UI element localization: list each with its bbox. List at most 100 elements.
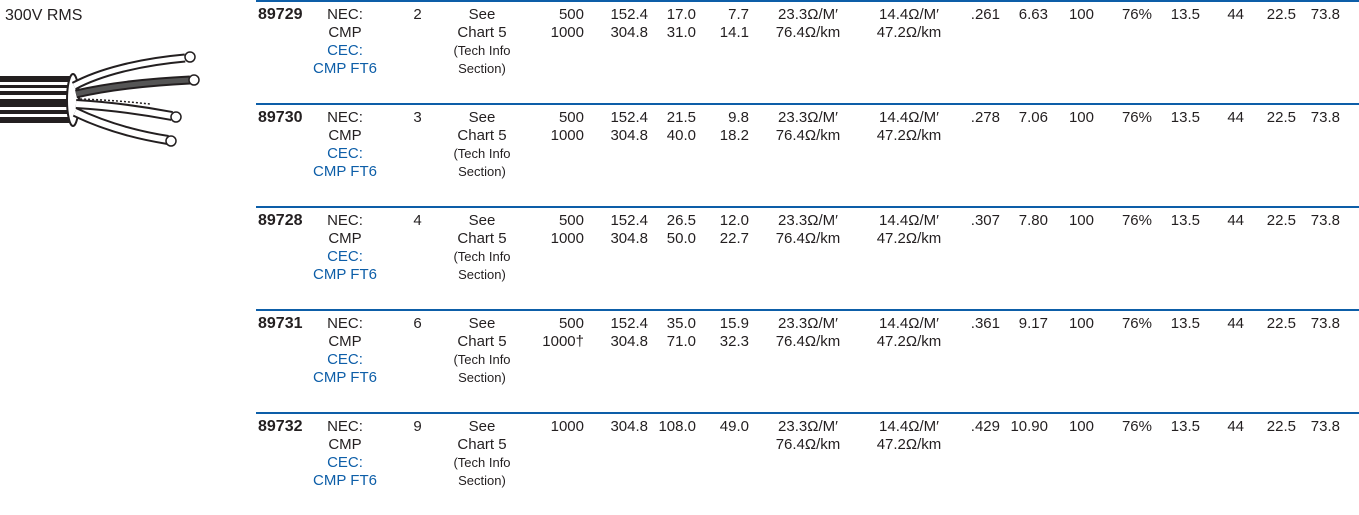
weight-lb-cell: 108.0 bbox=[650, 418, 696, 436]
length-ft: 500 bbox=[558, 212, 584, 229]
shield-line: Chart 5 bbox=[457, 127, 507, 144]
length-m: 152.4 bbox=[610, 6, 648, 23]
row-divider bbox=[256, 0, 1359, 2]
nec-label: NEC: bbox=[327, 418, 363, 435]
dcr-cell: 23.3Ω/M′ 76.4Ω/km bbox=[762, 315, 854, 351]
length-m: 152.4 bbox=[610, 109, 648, 126]
value-cell: 76% bbox=[1121, 315, 1152, 332]
shield-line: Section) bbox=[458, 164, 506, 179]
od-mm: 10.90 bbox=[1010, 418, 1048, 435]
value-cell: 22.5 bbox=[1266, 315, 1296, 332]
shield-dcr-value: 47.2Ω/km bbox=[876, 436, 942, 453]
weight-lb: 50.0 bbox=[666, 230, 696, 247]
length-ft-cell: 1000 bbox=[534, 418, 584, 436]
weight-lb-cell: 21.5 40.0 bbox=[650, 109, 696, 145]
value-cell: 22.5 bbox=[1266, 418, 1296, 435]
length-m-cell: 152.4 304.8 bbox=[600, 109, 648, 145]
weight-kg: 14.1 bbox=[719, 24, 749, 41]
shield-line: (Tech Info bbox=[453, 43, 511, 58]
conductor-count: 3 bbox=[413, 109, 422, 126]
shield-line: Section) bbox=[458, 61, 506, 76]
shield-line: (Tech Info bbox=[453, 249, 511, 264]
od-mm: 9.17 bbox=[1018, 315, 1048, 332]
value-cell: 44 bbox=[1227, 315, 1244, 332]
row-divider bbox=[256, 309, 1359, 311]
weight-kg: 49.0 bbox=[719, 418, 749, 435]
voltage-label: 300V RMS bbox=[5, 7, 83, 24]
length-m-cell: 152.4 304.8 bbox=[600, 315, 648, 351]
nec-label: NEC: bbox=[327, 212, 363, 229]
od-mm: 7.80 bbox=[1018, 212, 1048, 229]
value-cell: 73.8 bbox=[1310, 212, 1340, 229]
shield-line: See bbox=[468, 6, 496, 23]
shield-dcr-value: 14.4Ω/M′ bbox=[879, 418, 939, 435]
value-cell: 44 bbox=[1227, 212, 1244, 229]
weight-kg: 22.7 bbox=[719, 230, 749, 247]
length-ft: 500 bbox=[558, 109, 584, 126]
value-cell: 100 bbox=[1068, 109, 1094, 126]
dcr-cell: 23.3Ω/M′ 76.4Ω/km bbox=[762, 6, 854, 42]
length-ft-cell: 500 1000† bbox=[534, 315, 584, 351]
length-m-cell: 152.4 304.8 bbox=[600, 212, 648, 248]
table-row: 89732 NEC: CMP CEC: CMP FT6 9 See Chart … bbox=[0, 412, 1359, 515]
value-cell: 22.5 bbox=[1266, 109, 1296, 126]
part-number: 89731 bbox=[258, 315, 303, 332]
value-cell: 76% bbox=[1121, 6, 1152, 23]
weight-kg-cell: 9.8 18.2 bbox=[710, 109, 749, 145]
table-row: 89731 NEC: CMP CEC: CMP FT6 6 See Chart … bbox=[0, 309, 1359, 412]
length-ft: 1000 bbox=[550, 127, 584, 144]
shield-dcr-cell: 14.4Ω/M′ 47.2Ω/km bbox=[862, 315, 956, 351]
length-m: 152.4 bbox=[610, 315, 648, 332]
dcr-value: 76.4Ω/km bbox=[775, 333, 841, 350]
length-m: 152.4 bbox=[610, 212, 648, 229]
shield-cell: See Chart 5 (Tech Info Section) bbox=[440, 418, 524, 490]
shield-line: (Tech Info bbox=[453, 455, 511, 470]
cec-label: CEC: bbox=[327, 351, 363, 368]
value-cell: 100 bbox=[1068, 212, 1094, 229]
od-mm: 7.06 bbox=[1018, 109, 1048, 126]
shield-line: See bbox=[468, 418, 496, 435]
weight-lb: 21.5 bbox=[666, 109, 696, 126]
dcr-value: 23.3Ω/M′ bbox=[778, 6, 838, 23]
nec-rating: CMP bbox=[328, 127, 362, 144]
length-m: 304.8 bbox=[610, 418, 648, 435]
shield-line: Section) bbox=[458, 473, 506, 488]
table-row: 89729 NEC: CMP CEC: CMP FT6 2 See Chart … bbox=[0, 0, 1359, 103]
od-inch: .307 bbox=[970, 212, 1000, 229]
cec-label: CEC: bbox=[327, 454, 363, 471]
value-cell: 44 bbox=[1227, 418, 1244, 435]
value-cell: 13.5 bbox=[1170, 418, 1200, 435]
table-row: 89730 NEC: CMP CEC: CMP FT6 3 See Chart … bbox=[0, 103, 1359, 206]
cec-rating: CMP FT6 bbox=[313, 163, 377, 180]
value-cell: 73.8 bbox=[1310, 418, 1340, 435]
shield-dcr-value: 47.2Ω/km bbox=[876, 24, 942, 41]
shield-line: See bbox=[468, 315, 496, 332]
cec-label: CEC: bbox=[327, 248, 363, 265]
length-m-cell: 304.8 bbox=[600, 418, 648, 436]
shield-line: (Tech Info bbox=[453, 146, 511, 161]
weight-lb-cell: 35.0 71.0 bbox=[650, 315, 696, 351]
shield-dcr-value: 14.4Ω/M′ bbox=[879, 212, 939, 229]
od-inch: .278 bbox=[970, 109, 1000, 126]
dcr-value: 23.3Ω/M′ bbox=[778, 109, 838, 126]
length-m: 304.8 bbox=[610, 24, 648, 41]
dcr-value: 76.4Ω/km bbox=[775, 127, 841, 144]
length-ft-cell: 500 1000 bbox=[534, 109, 584, 145]
conductor-count: 9 bbox=[413, 418, 422, 435]
dcr-cell: 23.3Ω/M′ 76.4Ω/km bbox=[762, 212, 854, 248]
weight-lb: 31.0 bbox=[666, 24, 696, 41]
shield-dcr-value: 14.4Ω/M′ bbox=[879, 315, 939, 332]
shield-dcr-value: 14.4Ω/M′ bbox=[879, 109, 939, 126]
shield-cell: See Chart 5 (Tech Info Section) bbox=[440, 109, 524, 181]
value-cell: 100 bbox=[1068, 418, 1094, 435]
weight-kg: 15.9 bbox=[719, 315, 749, 332]
weight-lb-cell: 17.0 31.0 bbox=[650, 6, 696, 42]
shield-dcr-value: 14.4Ω/M′ bbox=[879, 6, 939, 23]
length-ft: 1000 bbox=[550, 418, 584, 435]
ratings-cell: NEC: CMP CEC: CMP FT6 bbox=[300, 212, 390, 284]
length-m: 304.8 bbox=[610, 127, 648, 144]
value-cell: 13.5 bbox=[1170, 212, 1200, 229]
shield-dcr-cell: 14.4Ω/M′ 47.2Ω/km bbox=[862, 418, 956, 454]
value-cell: 73.8 bbox=[1310, 6, 1340, 23]
shield-dcr-value: 47.2Ω/km bbox=[876, 127, 942, 144]
